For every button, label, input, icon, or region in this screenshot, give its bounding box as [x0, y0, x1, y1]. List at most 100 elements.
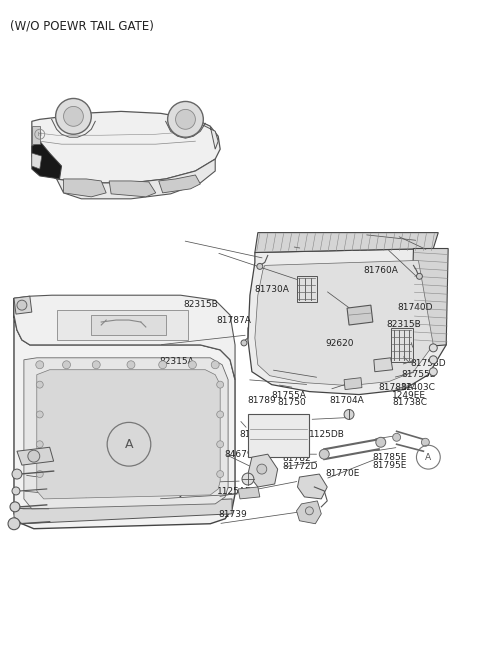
- Polygon shape: [176, 117, 218, 149]
- Circle shape: [429, 367, 437, 376]
- Circle shape: [127, 361, 135, 369]
- Text: 81738C: 81738C: [392, 398, 427, 407]
- Circle shape: [62, 361, 71, 369]
- Polygon shape: [248, 415, 310, 457]
- Text: 81789: 81789: [247, 396, 276, 405]
- Polygon shape: [24, 358, 228, 509]
- Text: 84679: 84679: [225, 450, 253, 459]
- Text: 82315A: 82315A: [159, 357, 194, 366]
- Circle shape: [216, 470, 224, 477]
- Text: 81755B: 81755B: [402, 370, 437, 379]
- Circle shape: [319, 449, 329, 459]
- Text: 81704A: 81704A: [329, 396, 364, 405]
- Polygon shape: [57, 159, 215, 199]
- Polygon shape: [32, 153, 42, 169]
- Text: 81758D: 81758D: [410, 359, 446, 368]
- Circle shape: [429, 356, 437, 364]
- Circle shape: [216, 441, 224, 448]
- Circle shape: [17, 300, 27, 310]
- Text: 1249EE: 1249EE: [392, 390, 426, 400]
- Polygon shape: [410, 248, 448, 348]
- Polygon shape: [109, 181, 156, 197]
- Text: 1125DB: 1125DB: [309, 430, 345, 439]
- Text: 82315B: 82315B: [183, 299, 217, 309]
- Polygon shape: [297, 501, 321, 524]
- Circle shape: [168, 102, 204, 137]
- Circle shape: [63, 106, 84, 126]
- Text: 1731JA: 1731JA: [158, 489, 190, 497]
- Circle shape: [257, 464, 267, 474]
- Polygon shape: [32, 126, 40, 144]
- Text: 81210A: 81210A: [52, 491, 87, 500]
- Text: A: A: [125, 438, 133, 451]
- Text: 1125AD: 1125AD: [217, 487, 253, 496]
- Text: 81772D: 81772D: [283, 462, 318, 472]
- Circle shape: [176, 109, 195, 129]
- Polygon shape: [91, 315, 166, 335]
- Text: 82315B: 82315B: [386, 320, 421, 329]
- Text: 1491JA: 1491JA: [54, 452, 86, 461]
- Text: A: A: [425, 453, 432, 462]
- Text: 81755A: 81755A: [271, 390, 306, 400]
- Text: 92620: 92620: [325, 339, 354, 348]
- Text: 81740D: 81740D: [397, 303, 432, 312]
- Polygon shape: [238, 487, 260, 499]
- Polygon shape: [347, 305, 373, 325]
- Circle shape: [305, 507, 313, 515]
- Circle shape: [421, 438, 429, 446]
- Text: 87321B: 87321B: [158, 481, 193, 489]
- Text: 81725D: 81725D: [239, 430, 275, 439]
- Text: 81230A: 81230A: [58, 461, 93, 470]
- Text: 11403C: 11403C: [401, 383, 436, 392]
- Circle shape: [159, 361, 167, 369]
- Text: 81795E: 81795E: [372, 461, 407, 470]
- Circle shape: [36, 470, 43, 477]
- Circle shape: [376, 438, 386, 447]
- Polygon shape: [248, 248, 446, 394]
- Text: 81787A: 81787A: [216, 316, 251, 326]
- Circle shape: [10, 502, 20, 512]
- Text: 81785E: 81785E: [372, 453, 407, 462]
- Circle shape: [429, 344, 437, 352]
- Circle shape: [36, 411, 43, 418]
- Circle shape: [36, 381, 43, 388]
- Text: 81788A: 81788A: [378, 383, 413, 392]
- Text: 81456C: 81456C: [53, 481, 88, 489]
- Circle shape: [12, 469, 22, 479]
- Circle shape: [216, 381, 224, 388]
- Circle shape: [92, 361, 100, 369]
- Circle shape: [12, 487, 20, 495]
- Text: 81739: 81739: [218, 510, 247, 519]
- Circle shape: [257, 263, 263, 269]
- Circle shape: [56, 98, 91, 134]
- Polygon shape: [374, 358, 393, 372]
- Polygon shape: [63, 179, 106, 197]
- Circle shape: [36, 441, 43, 448]
- Polygon shape: [14, 296, 32, 314]
- Text: 81750: 81750: [277, 398, 306, 407]
- Text: H: H: [38, 132, 42, 137]
- Polygon shape: [298, 474, 327, 499]
- Polygon shape: [14, 499, 232, 524]
- Circle shape: [28, 450, 40, 462]
- Circle shape: [241, 340, 247, 346]
- Circle shape: [417, 273, 422, 279]
- Polygon shape: [57, 310, 189, 340]
- Text: (W/O POEWR TAIL GATE): (W/O POEWR TAIL GATE): [10, 20, 154, 33]
- Text: 81782: 81782: [283, 455, 312, 464]
- Circle shape: [189, 361, 196, 369]
- Polygon shape: [14, 295, 235, 380]
- Circle shape: [8, 518, 20, 530]
- Polygon shape: [344, 378, 362, 390]
- Polygon shape: [255, 233, 438, 252]
- Polygon shape: [255, 261, 433, 386]
- Polygon shape: [14, 298, 235, 529]
- Circle shape: [242, 473, 254, 485]
- Polygon shape: [37, 369, 220, 499]
- Polygon shape: [248, 454, 277, 487]
- Polygon shape: [159, 175, 200, 193]
- Circle shape: [36, 361, 44, 369]
- Circle shape: [211, 361, 219, 369]
- Circle shape: [216, 411, 224, 418]
- Text: 1125DA: 1125DA: [53, 470, 89, 479]
